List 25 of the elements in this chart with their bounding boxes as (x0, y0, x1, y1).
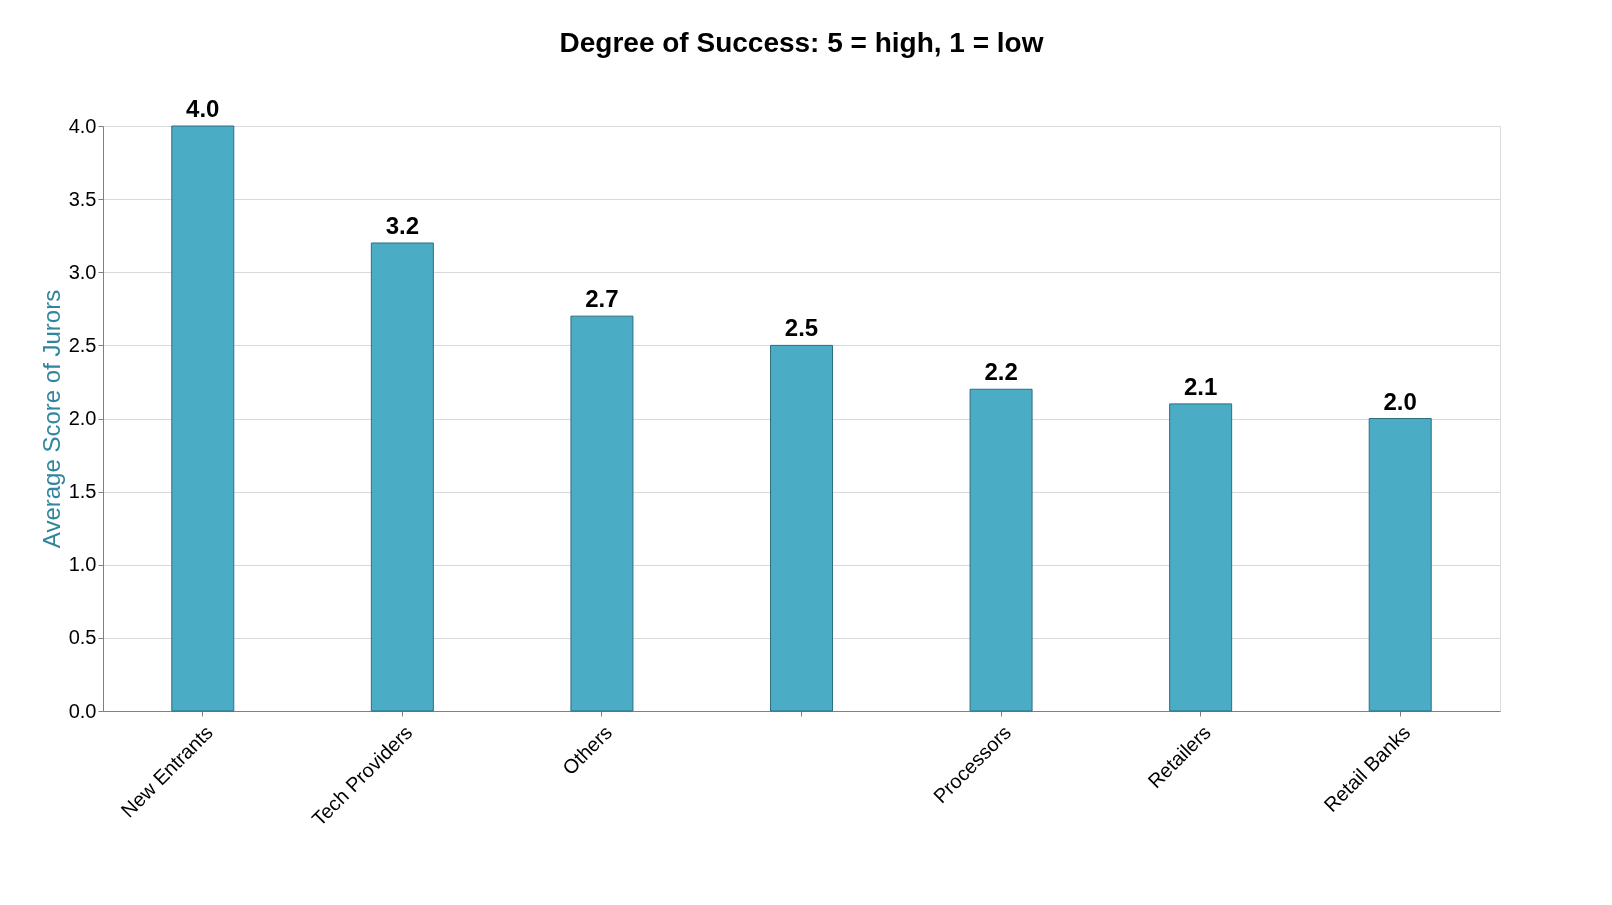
bar (570, 315, 634, 712)
bar (770, 344, 833, 712)
y-tick-label: 0.5 (68, 626, 97, 649)
chart-title: Degree of Success: 5 = high, 1 = low (559, 27, 1044, 58)
y-tick-label: 1.5 (68, 480, 97, 503)
data-label: 2.0 (1383, 387, 1417, 415)
y-tick-label: 4.0 (68, 114, 97, 137)
data-label: 2.7 (585, 285, 619, 313)
bar (370, 242, 434, 712)
data-label: 4.0 (186, 95, 220, 122)
data-label: 2.5 (784, 314, 819, 342)
data-label: 3.2 (385, 212, 420, 239)
data-label: 2.1 (1183, 372, 1218, 400)
bar (1169, 403, 1233, 712)
y-tick-label: 1.0 (68, 553, 97, 576)
bar (1368, 418, 1432, 712)
bar (969, 388, 1033, 712)
y-tick-label: 2.5 (68, 333, 97, 356)
bar (171, 125, 235, 712)
y-axis-title: Average Score of Jurors (37, 289, 65, 549)
y-tick-label: 3.0 (68, 260, 97, 283)
y-tick-label: 2.0 (68, 407, 97, 429)
y-tick-label: 3.5 (68, 187, 97, 210)
data-label: 2.2 (984, 358, 1018, 386)
y-tick-label: 0.0 (68, 699, 97, 722)
